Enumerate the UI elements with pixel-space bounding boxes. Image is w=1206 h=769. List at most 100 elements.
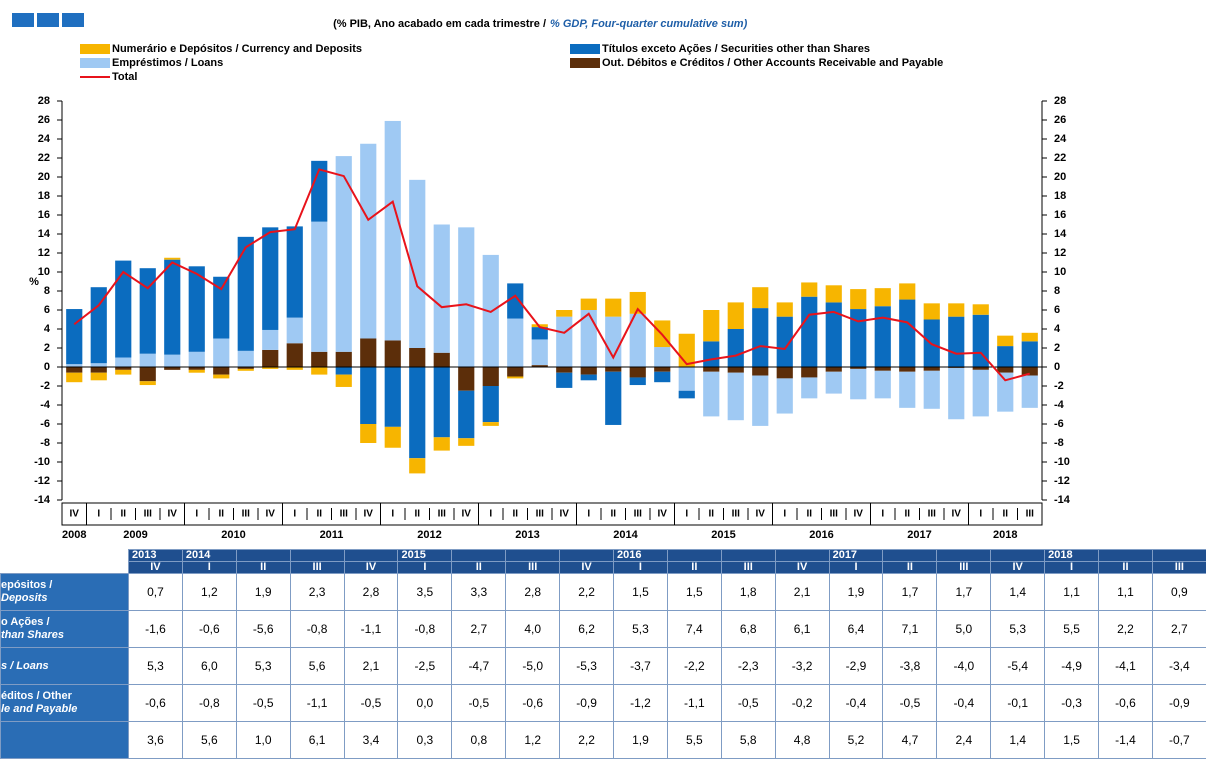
table-cell: 1,9 xyxy=(235,573,291,611)
y-tick-label: 12 xyxy=(38,247,50,259)
table-cell: 1,5 xyxy=(1044,721,1100,759)
table-year xyxy=(720,549,776,562)
bar xyxy=(850,309,867,367)
bar xyxy=(237,350,254,367)
table-cell: 1,7 xyxy=(882,573,938,611)
table-cell: 1,7 xyxy=(936,573,992,611)
table-cell: -1,1 xyxy=(343,610,399,648)
bar xyxy=(90,363,107,367)
total-line xyxy=(73,168,1031,382)
y-axis-label: % xyxy=(29,276,39,288)
table-cell: -3,7 xyxy=(613,647,668,685)
y2-tick-label: 6 xyxy=(1054,304,1060,316)
bar xyxy=(311,221,328,352)
bar xyxy=(286,343,303,367)
table-cell: -0,6 xyxy=(181,610,237,648)
row-label: epósitos / Deposits xyxy=(0,573,129,611)
table-cell: 1,5 xyxy=(613,573,668,611)
table-cell: 1,9 xyxy=(613,721,668,759)
y2-tick-label: 24 xyxy=(1054,133,1067,145)
x-tick-label: II xyxy=(512,509,518,520)
bar xyxy=(874,306,891,367)
bar xyxy=(752,287,769,309)
y-tick-label: 28 xyxy=(38,95,50,107)
year-label: 2017 xyxy=(907,529,931,541)
bar xyxy=(703,371,720,417)
bar xyxy=(801,367,818,378)
table-cell: -3,8 xyxy=(882,647,938,685)
table-quarter: I xyxy=(828,561,884,574)
bar xyxy=(703,367,720,372)
bar xyxy=(409,348,426,367)
y2-tick-label: 0 xyxy=(1054,361,1060,373)
table-cell: 2,1 xyxy=(343,647,399,685)
bar xyxy=(972,314,989,367)
table-cell: 5,3 xyxy=(613,610,668,648)
bar xyxy=(188,367,205,370)
x-tick-label: II xyxy=(218,509,224,520)
bar xyxy=(115,357,132,367)
x-tick-label: II xyxy=(120,509,126,520)
year-label: 2015 xyxy=(711,529,735,541)
bar xyxy=(752,308,769,367)
table-cell: 5,3 xyxy=(128,647,183,685)
bar xyxy=(482,422,499,426)
table-row: éditos / Other le and Payable -0,6 -0,8 -0,5… xyxy=(0,684,1206,722)
bar xyxy=(703,341,720,367)
bar xyxy=(90,367,107,373)
table-cell: 1,9 xyxy=(828,573,884,611)
table-cell: 1,2 xyxy=(181,573,237,611)
row-label-line: o Ações / xyxy=(1,616,50,628)
table-cell: 2,2 xyxy=(1098,610,1153,648)
year-label: 2009 xyxy=(123,529,147,541)
bar xyxy=(482,386,499,423)
table-cell: -0,8 xyxy=(181,684,237,722)
table-year xyxy=(1098,549,1153,562)
y2-tick-label: -2 xyxy=(1054,380,1064,392)
x-tick-label: IV xyxy=(658,509,668,520)
row-label: éditos / Other le and Payable xyxy=(0,684,129,722)
bar xyxy=(237,367,254,369)
bar xyxy=(66,309,83,365)
row-label-line: than Shares xyxy=(1,629,64,641)
legend-swatch xyxy=(80,58,110,68)
x-tick-label: I xyxy=(293,509,296,520)
bar xyxy=(262,349,279,367)
bar xyxy=(115,369,132,375)
table-cell: -0,9 xyxy=(559,684,615,722)
table-cell: -0,5 xyxy=(882,684,938,722)
bar xyxy=(433,437,450,451)
x-tick-label: I xyxy=(881,509,884,520)
bar xyxy=(286,367,303,370)
table-quarter: III xyxy=(505,561,561,574)
y-tick-label: 22 xyxy=(38,152,50,164)
row-label-line: epósitos / xyxy=(1,579,53,591)
bar xyxy=(678,333,695,367)
bar xyxy=(188,266,205,352)
legend-swatch xyxy=(80,44,110,54)
bar xyxy=(727,372,744,421)
bar xyxy=(923,367,940,371)
bar xyxy=(605,367,622,372)
y2-tick-label: 12 xyxy=(1054,247,1066,259)
table-cell: 0,7 xyxy=(128,573,183,611)
y2-tick-label: 10 xyxy=(1054,266,1066,278)
table-cell: -4,7 xyxy=(451,647,507,685)
x-tick-label: II xyxy=(1002,509,1008,520)
year-label: 2014 xyxy=(613,529,638,541)
bar xyxy=(556,367,573,373)
bar xyxy=(164,259,181,355)
bar xyxy=(629,291,646,314)
table-cell: 2,2 xyxy=(559,721,615,759)
bar xyxy=(972,367,989,370)
table-quarter: IV xyxy=(343,561,399,574)
bar xyxy=(825,285,842,303)
table-cell: 6,1 xyxy=(289,721,345,759)
table-quarter: IV xyxy=(774,561,830,574)
table-cell: 1,4 xyxy=(990,721,1046,759)
y2-tick-label: 22 xyxy=(1054,152,1066,164)
bar xyxy=(752,375,769,426)
bar xyxy=(90,287,107,364)
table-cell: 6,2 xyxy=(559,610,615,648)
x-tick-label: IV xyxy=(560,509,570,520)
